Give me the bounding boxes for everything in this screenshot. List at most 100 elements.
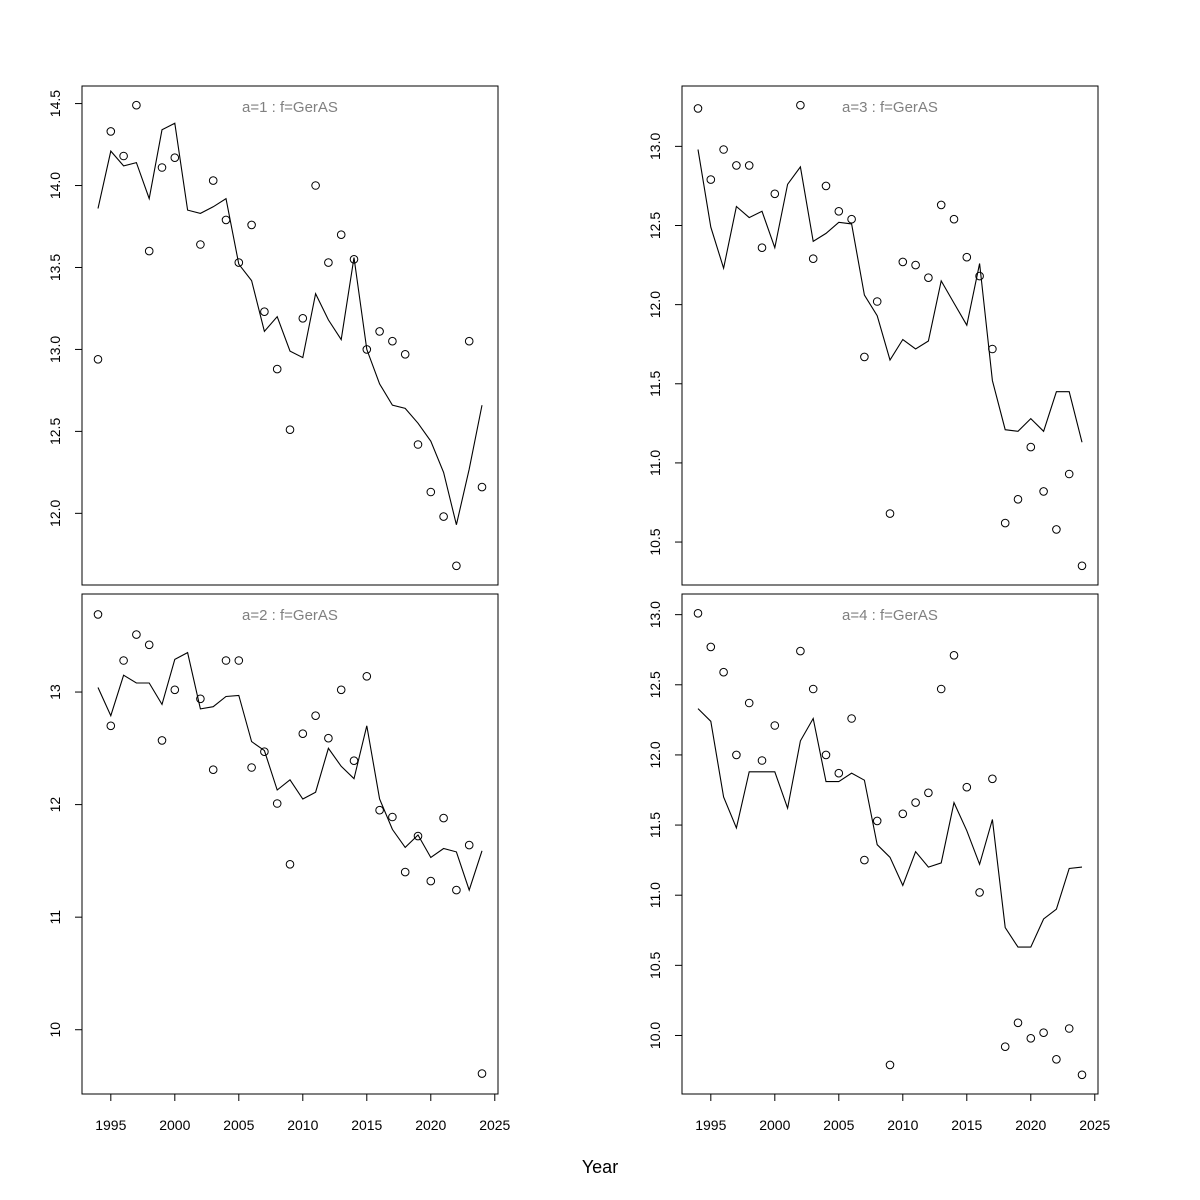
- panel-a2: a=2 : f=GerAS 10 11 12 13 1995 2000 2005 2010 201…: [47, 593, 511, 1133]
- panel-title: a=3 : f=GerAS: [842, 99, 938, 116]
- data-point: [962, 782, 972, 792]
- data-point: [285, 425, 295, 435]
- data-point: [298, 729, 308, 739]
- data-point: [860, 352, 869, 362]
- data-point: [770, 721, 780, 730]
- data-point: [885, 509, 895, 518]
- data-point: [924, 273, 933, 283]
- data-point: [924, 788, 933, 798]
- data-point: [349, 756, 359, 766]
- data-point: [400, 350, 410, 359]
- plot-frame: [81, 85, 499, 586]
- data-point: [260, 307, 269, 317]
- data-point: [234, 258, 244, 267]
- data-point: [808, 684, 818, 694]
- data-point: [975, 888, 984, 897]
- x-tick-label: 2005: [223, 1117, 254, 1133]
- data-point: [706, 642, 716, 652]
- y-tick-label: 11.0: [647, 450, 663, 476]
- data-point: [170, 685, 180, 695]
- data-point: [719, 145, 728, 154]
- data-point: [221, 215, 231, 225]
- data-point: [1039, 1028, 1048, 1037]
- panel-a3: a=3 : f=GerAS 10.5 11.0 11.5 12.0 12.5 13.0: [647, 85, 1099, 586]
- data-point: [1064, 469, 1074, 479]
- data-point: [757, 756, 767, 765]
- data-point: [1052, 525, 1061, 534]
- data-point: [208, 176, 218, 185]
- data-point: [1013, 1018, 1023, 1028]
- data-point: [872, 297, 882, 306]
- data-point: [796, 646, 805, 656]
- y-tick-label: 11: [47, 910, 63, 925]
- x-tick-label: 2010: [287, 1117, 318, 1133]
- data-point: [1000, 1042, 1010, 1051]
- data-point: [936, 684, 946, 694]
- plot-frame: [681, 593, 1099, 1095]
- data-point: [706, 175, 716, 184]
- x-tick-label: 2025: [1079, 1117, 1110, 1133]
- data-point: [719, 667, 728, 677]
- data-point: [144, 640, 154, 650]
- data-point: [311, 181, 320, 190]
- data-point: [336, 230, 346, 239]
- data-point: [375, 805, 384, 815]
- data-point: [732, 750, 741, 760]
- data-point: [106, 721, 116, 731]
- data-point: [911, 798, 920, 807]
- fitted-line: [97, 122, 483, 525]
- data-point: [821, 181, 831, 191]
- y-tick-label: 12.0: [647, 741, 663, 768]
- data-point: [1013, 495, 1023, 504]
- panel-a4: a=4 : f=GerAS 10.0 10.5 11.0 11.5 12.0 12.5 13.…: [647, 593, 1111, 1133]
- y-tick-label: 10: [47, 1022, 63, 1038]
- data-point: [349, 254, 359, 264]
- y-tick-label: 13.0: [47, 336, 63, 363]
- data-point: [808, 254, 818, 264]
- data-point: [821, 750, 831, 760]
- data-point: [477, 1069, 487, 1078]
- y-tick-label: 13.0: [647, 133, 663, 160]
- data-point: [375, 327, 384, 336]
- data-point: [988, 774, 997, 784]
- y-tick-label: 13.0: [647, 601, 663, 628]
- data-point: [1039, 487, 1048, 496]
- y-tick-label: 10.5: [647, 951, 663, 978]
- data-point: [388, 812, 397, 822]
- data-point: [949, 651, 959, 660]
- data-point: [1026, 442, 1036, 452]
- x-tick-label: 2015: [351, 1117, 382, 1133]
- data-point: [93, 610, 103, 619]
- data-point: [413, 831, 423, 841]
- data-point: [170, 153, 180, 162]
- data-point: [975, 271, 984, 281]
- data-point: [221, 656, 231, 665]
- data-point: [413, 440, 423, 449]
- data-point: [132, 100, 141, 110]
- y-tick-label: 11.0: [647, 882, 663, 908]
- data-point: [400, 867, 410, 877]
- data-point: [439, 512, 448, 521]
- y-tick-label: 14.0: [47, 172, 63, 199]
- y-tick-label: 11.5: [647, 370, 663, 396]
- y-tick-label: 14.5: [47, 90, 63, 117]
- data-point: [439, 813, 448, 823]
- x-tick-label: 2010: [887, 1117, 918, 1133]
- data-point: [324, 733, 333, 743]
- y-tick-label: 12.0: [47, 500, 63, 527]
- y-tick-label: 12.0: [647, 291, 663, 318]
- data-point: [693, 609, 703, 618]
- x-tick-label: 1995: [695, 1117, 726, 1133]
- data-point: [452, 885, 461, 895]
- data-point: [847, 714, 856, 723]
- data-point: [464, 840, 474, 850]
- x-axis-label: Year: [582, 1157, 618, 1177]
- data-point: [962, 252, 972, 262]
- data-point: [744, 698, 754, 708]
- data-point: [1052, 1055, 1061, 1064]
- x-tick-label: 2005: [823, 1117, 854, 1133]
- data-point: [949, 214, 959, 224]
- y-tick-label: 13.5: [47, 254, 63, 281]
- data-point: [744, 161, 754, 170]
- data-point: [247, 763, 256, 772]
